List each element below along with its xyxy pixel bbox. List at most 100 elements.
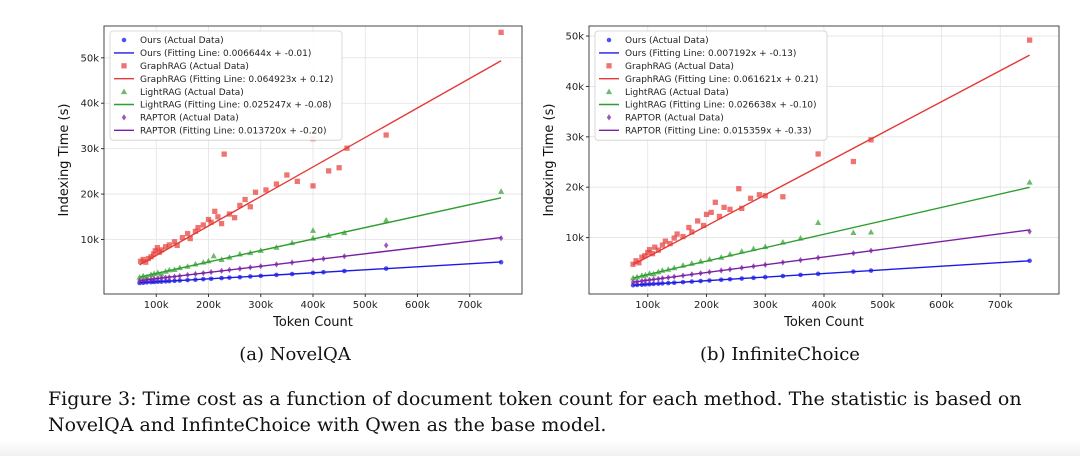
series-lightrag (136, 188, 505, 280)
lightrag-point (383, 216, 390, 223)
graphrag-point (163, 244, 169, 250)
graphrag-point (646, 247, 653, 253)
lightrag-point (158, 270, 165, 277)
x-tick-label: 300k (248, 300, 273, 311)
graphrag-point (686, 224, 692, 231)
subcaption-novelqa: (a) NovelQA (239, 344, 351, 365)
legend-label: Ours (Fitting Line: 0.007192x + -0.13) (625, 49, 796, 59)
graphrag-point (205, 216, 212, 223)
lightrag-point (815, 219, 822, 225)
y-tick-label: 30k (565, 132, 584, 143)
ticks-novelqa: 100k 200k 300k 400k 500k 600k 700k 10k 20k 30k 40k… (80, 53, 482, 311)
legend-label: RAPTOR (Fitting Line: 0.013720x + -0.20) (140, 127, 327, 137)
x-tick-label: 400k (812, 300, 837, 311)
y-tick-label: 20k (565, 183, 584, 194)
graphrag-point (727, 206, 733, 213)
x-tick-label: 400k (301, 300, 326, 311)
graphrag-point (700, 222, 707, 229)
x-tick-label: 500k (870, 300, 895, 311)
x-tick-label: 300k (753, 300, 778, 311)
graphrag-point (383, 132, 389, 138)
graphrag-point (695, 218, 701, 224)
series-lightrag (629, 179, 1033, 281)
legend-infinitechoice: Ours (Actual Data) Ours (Fitting Line: 0.… (594, 30, 828, 141)
graphrag-point (747, 195, 754, 201)
x-tick-label: 100k (635, 300, 660, 311)
graphrag-point (708, 209, 714, 216)
legend-label: GraphRAG (Actual Data) (140, 62, 249, 72)
x-tick-label: 600k (929, 300, 954, 311)
graphrag-point (680, 233, 686, 240)
lightrag-fit-line (632, 186, 1030, 279)
raptor-point (630, 279, 636, 286)
graphrag-point (192, 228, 199, 234)
graphrag-point (736, 186, 742, 192)
graphrag-point (242, 196, 248, 203)
lightrag-fit-line (139, 197, 502, 278)
graphrag-point (140, 256, 146, 263)
graphrag-point (218, 220, 225, 227)
graphrag-point (143, 259, 149, 265)
graphrag-point (633, 258, 639, 264)
graphrag-point (284, 172, 290, 178)
lightrag-point (143, 273, 150, 280)
y-axis-label-novelqa: Indexing Time (s) (57, 104, 72, 217)
legend-label: LightRAG (Actual Data) (625, 88, 729, 98)
graphrag-point (642, 253, 648, 259)
ours-point (1027, 258, 1032, 264)
graphrag-point (200, 222, 206, 228)
y-tick-label: 10k (80, 235, 99, 246)
graphrag-point (639, 254, 645, 260)
legend-label: GraphRAG (Fitting Line: 0.064923x + 0.12… (140, 75, 333, 85)
raptor-point (383, 242, 389, 249)
graphrag-point (721, 204, 727, 210)
graphrag-point (498, 29, 504, 35)
graphrag-point (703, 211, 710, 218)
graphrag-point (636, 260, 642, 266)
graphrag-point (739, 205, 745, 211)
legend-label: LightRAG (Fitting Line: 0.026638x + -0.1… (625, 101, 817, 111)
graphrag-point (174, 242, 180, 249)
x-tick-label: 100k (144, 300, 169, 311)
graphrag-fit-line (632, 54, 1030, 266)
x-axis-label-novelqa: Token Count (272, 315, 353, 330)
graphrag-point (674, 231, 680, 237)
graphrag-point (689, 229, 695, 235)
y-tick-label: 40k (80, 99, 99, 110)
graphrag-point (148, 254, 154, 260)
legend-raptor-marker (121, 114, 127, 121)
y-tick-label: 50k (80, 53, 99, 64)
graphrag-point (850, 158, 857, 165)
figure-caption: Figure 3: Time cost as a function of doc… (48, 388, 1022, 436)
graphrag-point (273, 181, 280, 187)
page-bottom-shadow (0, 440, 1080, 456)
graphrag-point (868, 137, 874, 143)
legend-lightrag-marker (605, 88, 613, 95)
ours-fit-line (139, 261, 502, 284)
graphrag-point (645, 250, 651, 256)
lightrag-point (1026, 179, 1033, 185)
legend-graphrag-marker (121, 63, 127, 69)
x-tick-label: 500k (353, 300, 378, 311)
raptor-point (137, 277, 142, 284)
graphrag-point (294, 178, 300, 184)
legend-ours-marker (606, 37, 612, 43)
legend-label: RAPTOR (Actual Data) (625, 114, 724, 124)
lightrag-point (498, 188, 505, 194)
graphrag-point (184, 230, 191, 237)
graphrag-point (655, 247, 661, 253)
chart-infinitechoice: 100k 200k 300k 400k 500k 600k 700k 10k 20k 30k 40k… (542, 25, 1060, 330)
graphrag-point (762, 193, 768, 199)
y-tick-label: 50k (565, 32, 584, 43)
lightrag-point (210, 252, 217, 259)
lightrag-point (867, 228, 875, 235)
graphrag-point (662, 238, 669, 244)
legend-label: LightRAG (Actual Data) (140, 88, 244, 98)
chart-novelqa: 100k 200k 300k 400k 500k 600k 700k 10k 20k 30k 40k… (57, 25, 523, 330)
legend-box (109, 30, 343, 141)
y-axis-label-infinitechoice: Indexing Time (s) (542, 104, 557, 217)
series-raptor (137, 235, 504, 284)
legend-label: Ours (Actual Data) (625, 36, 709, 46)
legend-label: GraphRAG (Actual Data) (625, 62, 734, 72)
raptor-point (1027, 228, 1032, 235)
